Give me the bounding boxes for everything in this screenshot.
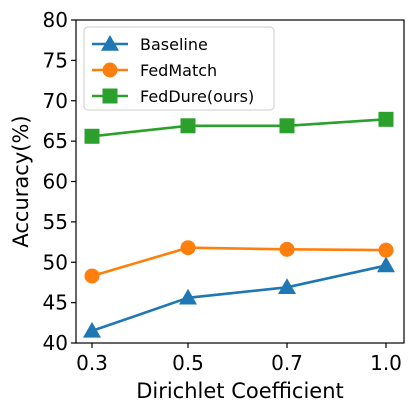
legend-marker-fedmatch — [102, 62, 118, 78]
y-tick-label: 55 — [43, 210, 68, 234]
legend-label-baseline: Baseline — [140, 35, 208, 54]
data-point-fedmatch — [279, 241, 295, 257]
data-point-fedmatch — [378, 242, 394, 258]
y-tick-label: 75 — [43, 48, 68, 72]
y-axis-ticks: 40 45 50 55 60 65 70 75 80 — [43, 8, 76, 355]
x-tick-label: 0.7 — [271, 351, 303, 375]
series-baseline — [83, 256, 395, 338]
data-point-baseline — [179, 288, 197, 305]
data-point-baseline — [278, 278, 296, 295]
legend-entry-feddure-ours: FedDure(ours) — [92, 87, 254, 106]
legend-marker-feddure-ours — [102, 88, 118, 104]
series-layer — [83, 111, 395, 338]
series-fedmatch — [84, 240, 394, 284]
data-point-feddure-ours — [84, 128, 100, 144]
y-tick-label: 80 — [43, 8, 68, 32]
y-tick-label: 40 — [43, 331, 68, 355]
y-axis-label: Accuracy(%) — [9, 115, 33, 247]
data-point-baseline — [377, 256, 395, 273]
legend-label-fedmatch: FedMatch — [140, 61, 217, 80]
y-tick-label: 45 — [43, 291, 68, 315]
legend-marker-baseline — [101, 35, 119, 51]
data-point-baseline — [83, 321, 101, 338]
y-tick-label: 50 — [43, 250, 68, 274]
data-point-fedmatch — [84, 268, 100, 284]
data-point-fedmatch — [180, 240, 196, 256]
series-line-baseline — [91, 264, 387, 333]
series-line-fedmatch — [91, 246, 387, 278]
x-axis-label: Dirichlet Coefficient — [136, 379, 344, 403]
x-tick-label: 0.5 — [172, 351, 204, 375]
legend-entry-baseline: Baseline — [92, 35, 208, 54]
series-feddure-ours — [84, 111, 394, 144]
y-tick-label: 70 — [43, 89, 68, 113]
data-point-feddure-ours — [279, 118, 295, 134]
legend-entry-fedmatch: FedMatch — [92, 61, 217, 80]
legend: Baseline FedMatch FedDure(ours) — [83, 26, 275, 111]
x-tick-label: 0.3 — [76, 351, 108, 375]
data-point-feddure-ours — [180, 118, 196, 134]
plot-frame — [75, 19, 405, 344]
data-point-feddure-ours — [378, 111, 394, 127]
x-tick-label: 1.0 — [370, 351, 402, 375]
legend-box — [83, 26, 275, 111]
x-axis-ticks: 0.3 0.5 0.7 1.0 — [76, 343, 402, 375]
y-tick-label: 65 — [43, 129, 68, 153]
series-line-feddure-ours — [91, 118, 387, 138]
y-tick-label: 60 — [43, 170, 68, 194]
legend-label-feddure-ours: FedDure(ours) — [140, 87, 254, 106]
